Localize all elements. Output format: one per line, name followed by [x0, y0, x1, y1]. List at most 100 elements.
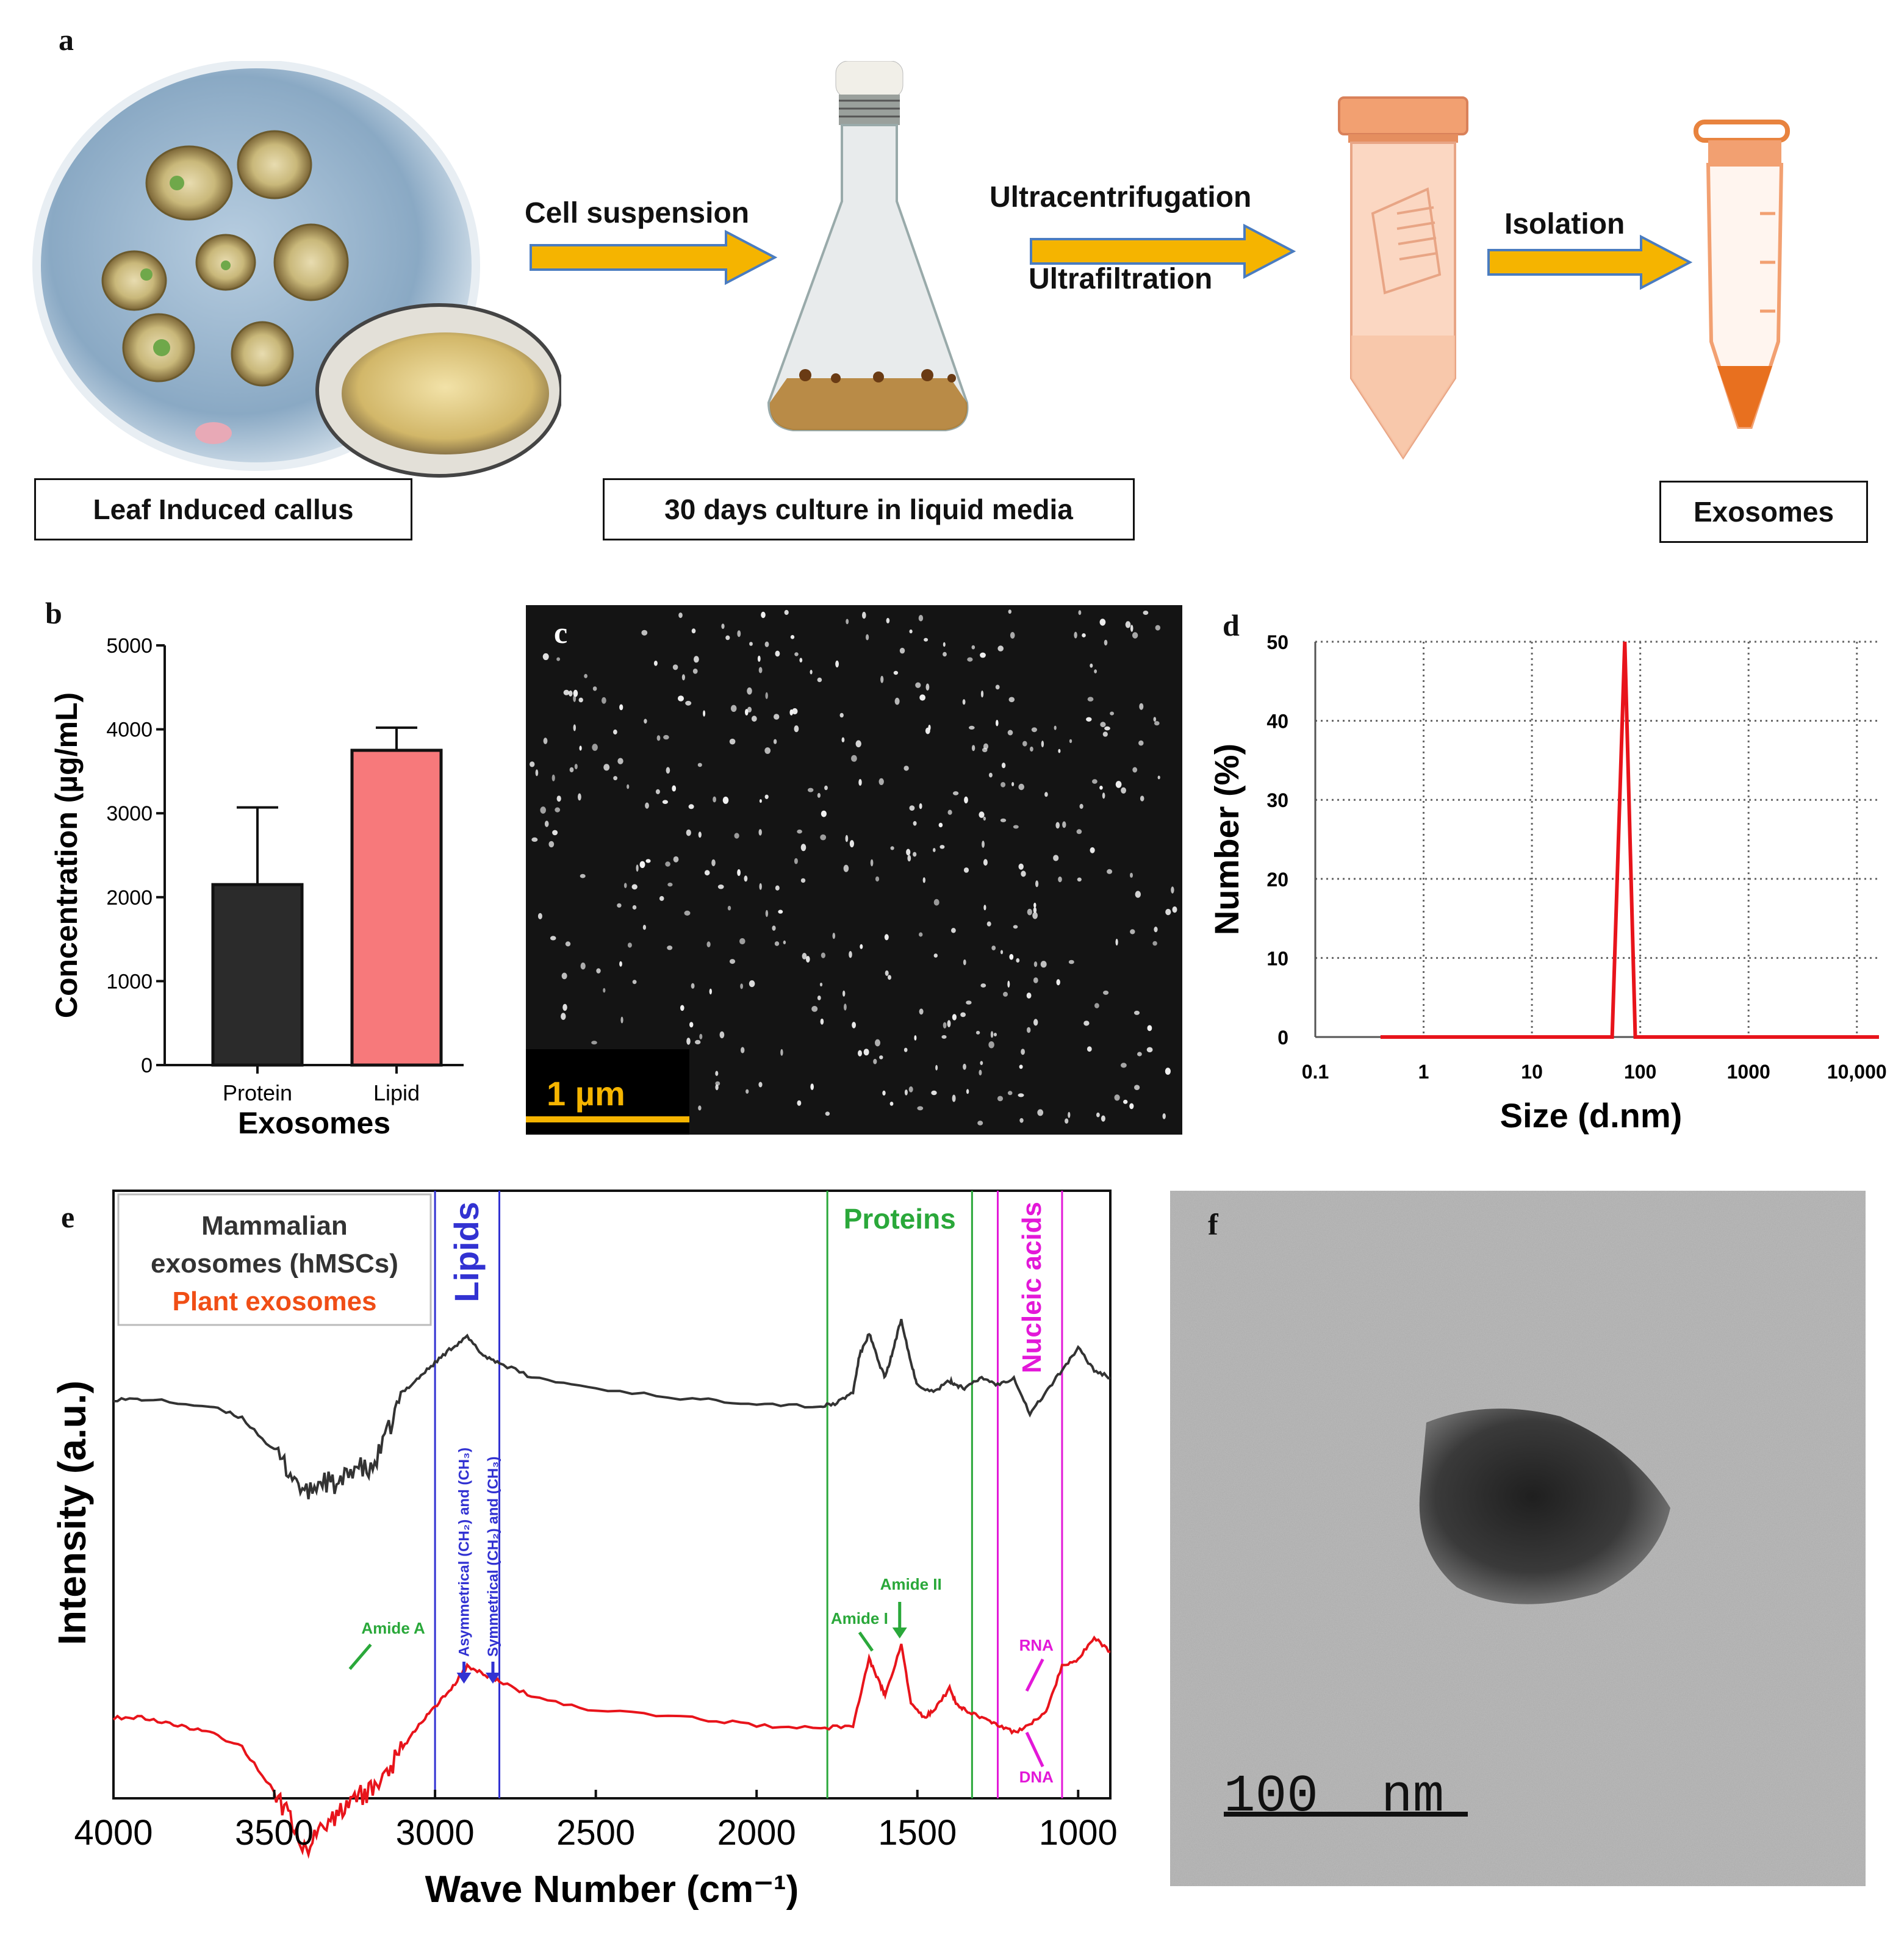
sem-particle [1058, 876, 1062, 883]
tem-micrograph [1170, 1191, 1866, 1886]
caption-culture-liquid-media: 30 days culture in liquid media [603, 478, 1135, 540]
sem-particle [574, 764, 578, 770]
size-distribution-chart: 0 10 20 30 40 50 0.1 1 10 100 1000 10,000 Size (d.nm… [1214, 631, 1887, 1135]
sem-particle [1121, 1063, 1127, 1068]
sem-particle [888, 975, 891, 980]
sem-particle [631, 884, 638, 890]
sem-particle [697, 763, 702, 767]
sem-particle [1053, 855, 1059, 861]
sem-particle [540, 806, 546, 814]
sem-particle [980, 1061, 983, 1065]
sem-particle [653, 661, 658, 666]
sem-particle [613, 776, 617, 781]
sem-particle [706, 941, 711, 947]
sem-particle [699, 1033, 703, 1039]
arrow-label-ultrafiltration: Ultrafiltration [1029, 263, 1213, 295]
x-tick-label: 1 [1418, 1061, 1429, 1083]
sem-particle [894, 697, 900, 705]
sem-particle [1130, 929, 1135, 935]
panel-d-label: d [1223, 608, 1240, 642]
sem-particle [810, 1083, 814, 1090]
sem-particle [692, 669, 698, 674]
sem-particle [584, 673, 587, 678]
sem-particle [596, 968, 601, 974]
region-label: Proteins [844, 1203, 956, 1235]
sem-particle [913, 852, 917, 857]
sem-particle [673, 856, 679, 863]
sem-particle [1008, 697, 1015, 703]
sem-particle [821, 952, 825, 958]
sem-particle [802, 953, 807, 960]
sem-particle [1058, 748, 1061, 753]
sem-particle [1171, 886, 1174, 894]
sem-particle [1102, 731, 1108, 737]
sem-particle [580, 874, 586, 878]
sem-particle [862, 611, 866, 619]
x-tick-label: 3500 [235, 1813, 314, 1853]
sem-particle [975, 1030, 980, 1035]
sem-particle [1068, 960, 1074, 964]
y-tick-label: 4000 [106, 719, 153, 742]
sem-particle [1054, 725, 1057, 730]
sem-particle [561, 972, 567, 980]
sem-particle [817, 677, 822, 683]
bar-chart-concentration: 0 1000 2000 3000 4000 5000 Protein LipidExosome… [49, 634, 464, 1140]
sem-particle [672, 664, 678, 670]
sem-particle [1094, 669, 1097, 673]
region-label: Nucleic acids [1017, 1202, 1047, 1373]
sem-particle [1044, 792, 1048, 797]
sem-particle [591, 1041, 597, 1045]
sem-particle [922, 877, 925, 883]
sem-particle [800, 844, 807, 852]
sem-particle [1154, 721, 1160, 726]
sem-particle [1165, 1068, 1171, 1075]
x-axis-label: Exosomes [238, 1106, 390, 1140]
sem-particle [1008, 609, 1011, 614]
sem-particle [644, 719, 647, 724]
sem-particle [851, 755, 857, 762]
sem-particle [1021, 1049, 1025, 1055]
sem-particle [627, 942, 632, 948]
sem-particle [573, 724, 576, 731]
panel-a-label: a [59, 23, 74, 57]
sem-particle [535, 769, 539, 777]
sem-particle [667, 946, 673, 950]
sem-particle [722, 796, 729, 804]
sem-particle [613, 729, 617, 735]
sem-particle [904, 766, 909, 771]
sem-particle [952, 791, 959, 795]
sem-particle [542, 653, 549, 661]
sem-particle [951, 928, 956, 933]
sem-particle [820, 1018, 824, 1025]
sem-particle [741, 1047, 745, 1053]
sem-particle [568, 690, 573, 697]
tem-scale-label: 100 nm [1224, 1767, 1445, 1826]
sem-particle [909, 629, 913, 634]
bar-lipid [350, 748, 443, 1067]
sem-particle [841, 737, 845, 742]
sem-particle [772, 925, 776, 931]
sem-particle [662, 800, 668, 804]
sem-particle [988, 1041, 994, 1049]
sem-particle [997, 1096, 1004, 1102]
sem-particle [906, 849, 911, 856]
x-tick-label: 2000 [717, 1813, 796, 1853]
sem-particle [995, 684, 1000, 690]
sem-particle [860, 944, 863, 949]
sem-particle [808, 788, 814, 792]
sem-particle [1068, 1111, 1071, 1118]
sem-particle [721, 623, 725, 629]
x-tick-label: Protein [223, 1080, 292, 1105]
sem-particle [784, 609, 789, 615]
sem-particle [1086, 717, 1092, 722]
sem-particle [556, 795, 561, 802]
sem-particle [1022, 741, 1027, 747]
sem-particle [617, 758, 623, 764]
sem-particle [636, 864, 639, 872]
sem-particle [758, 1082, 763, 1088]
sem-particle [893, 670, 899, 675]
y-tick-label: 1000 [106, 970, 153, 993]
annotation-dna: DNA [1019, 1768, 1054, 1786]
x-tick-label: Lipid [373, 1080, 420, 1105]
sem-particle [1090, 663, 1093, 668]
